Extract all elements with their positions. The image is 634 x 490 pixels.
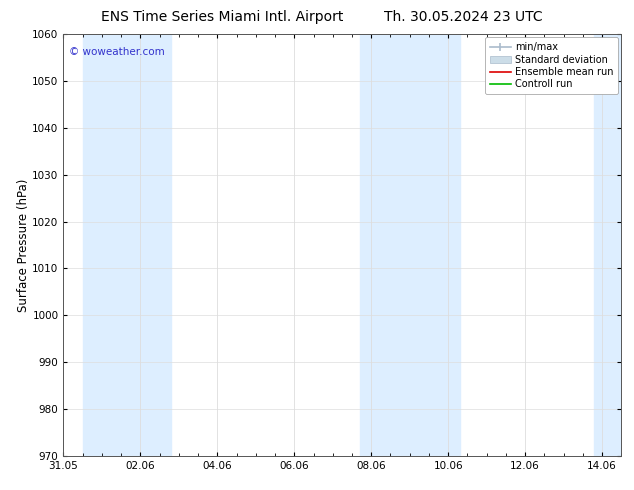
Legend: min/max, Standard deviation, Ensemble mean run, Controll run: min/max, Standard deviation, Ensemble me… (485, 37, 618, 94)
Y-axis label: Surface Pressure (hPa): Surface Pressure (hPa) (16, 178, 30, 312)
Text: Th. 30.05.2024 23 UTC: Th. 30.05.2024 23 UTC (384, 10, 542, 24)
Text: © woweather.com: © woweather.com (69, 47, 165, 57)
Text: ENS Time Series Miami Intl. Airport: ENS Time Series Miami Intl. Airport (101, 10, 343, 24)
Bar (595, 34, 621, 456)
Bar (359, 34, 460, 456)
Bar (82, 34, 171, 456)
